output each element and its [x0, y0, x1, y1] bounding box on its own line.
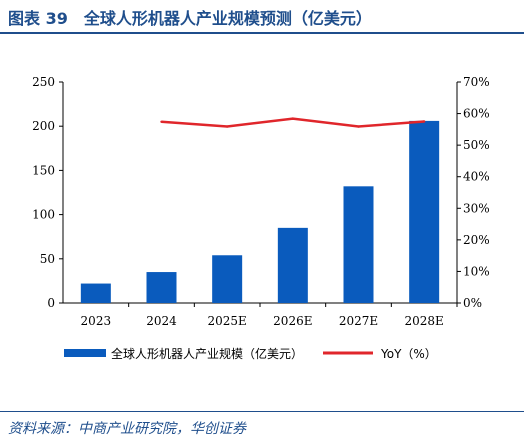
source-divider — [0, 411, 524, 412]
yoy-point — [225, 125, 229, 128]
y-right-tick-label: 30% — [463, 201, 490, 215]
x-tick-label: 2026E — [273, 314, 312, 328]
y-right-tick-label: 20% — [463, 233, 490, 247]
bar — [409, 120, 440, 304]
x-tick-label: 2024 — [146, 314, 177, 328]
x-tick-label: 2027E — [339, 314, 378, 328]
y-left-tick-label: 150 — [32, 163, 55, 177]
source-note: 资料来源：中商产业研究院，华创证券 — [8, 421, 246, 437]
title-divider — [0, 32, 524, 34]
plot-area: 0 50 100 150 200 250 0% 10% 20% 30% 40% 50% 60% 70% 20… — [32, 75, 490, 328]
y-right-tick-label: 40% — [463, 170, 490, 184]
legend-bar-swatch — [64, 349, 106, 357]
x-tick-label: 2028E — [405, 314, 444, 328]
bar — [212, 255, 243, 303]
y-right-tick-label: 0% — [463, 296, 482, 310]
bar — [277, 227, 308, 303]
y-left-tick-label: 50 — [40, 252, 55, 266]
x-tick-label: 2023 — [81, 314, 112, 328]
yoy-point — [422, 120, 426, 123]
title-bar: 图表 39 全球人形机器人产业规模预测（亿美元） — [0, 0, 524, 34]
y-right-tick-label: 70% — [463, 75, 490, 89]
yoy-point — [357, 125, 360, 128]
y-left-tick-label: 250 — [32, 75, 55, 89]
chart: 0 50 100 150 200 250 0% 10% 20% 30% 40% 50% 60% 70% 20… — [32, 75, 490, 361]
y-right-tick-label: 50% — [463, 138, 490, 152]
y-left-tick-label: 200 — [32, 119, 55, 133]
yoy-point — [160, 120, 163, 123]
legend-bar-label: 全球人形机器人产业规模（亿美元） — [111, 346, 303, 361]
legend: 全球人形机器人产业规模（亿美元） YoY（%） — [64, 346, 437, 361]
y-left-tick-label: 100 — [32, 208, 55, 222]
legend-line-label: YoY（%） — [380, 347, 437, 361]
x-tick-label: 2025E — [208, 314, 247, 328]
chart-title: 图表 39 全球人形机器人产业规模预测（亿美元） — [8, 9, 372, 28]
bar — [80, 283, 111, 303]
bar — [343, 186, 374, 303]
y-right-tick-label: 60% — [463, 107, 490, 121]
bar — [146, 272, 177, 303]
yoy-point — [291, 117, 295, 120]
y-left-tick-label: 0 — [47, 296, 55, 310]
y-right-tick-label: 10% — [463, 264, 490, 278]
